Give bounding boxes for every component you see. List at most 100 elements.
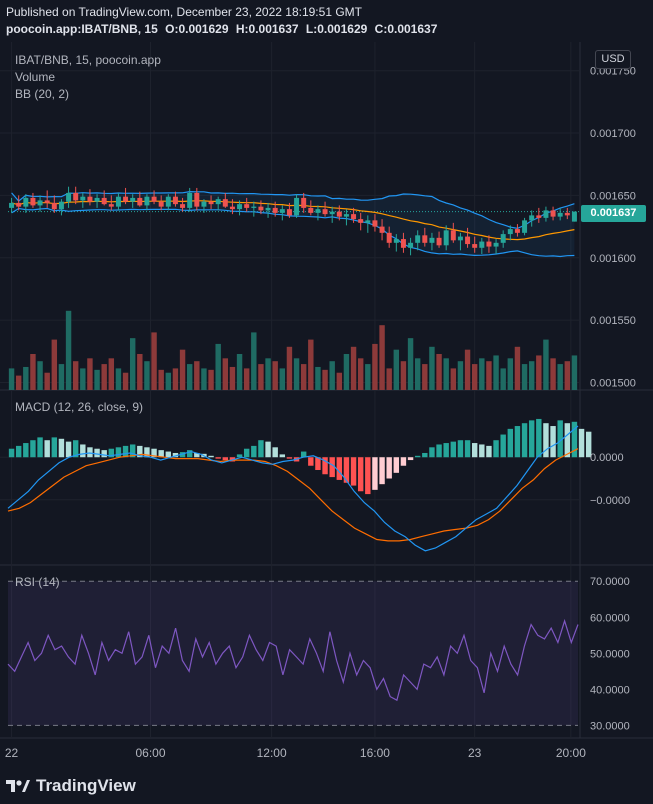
candle-body bbox=[322, 209, 328, 215]
macd-histogram-bar bbox=[101, 450, 107, 458]
macd-histogram-bar bbox=[557, 420, 563, 458]
volume-bar bbox=[479, 358, 485, 390]
candle-body bbox=[187, 192, 193, 208]
macd-histogram-bar bbox=[457, 440, 464, 458]
macd-histogram-bar bbox=[286, 457, 293, 459]
rsi-tick-label: 60.0000 bbox=[590, 612, 630, 624]
candle bbox=[158, 195, 164, 211]
volume-bar bbox=[471, 364, 478, 390]
macd-histogram-bar bbox=[414, 455, 421, 458]
last-price-label: 0.001637 bbox=[581, 205, 646, 222]
candle-body bbox=[329, 211, 335, 215]
candle-body bbox=[408, 242, 414, 248]
macd-histogram-bar bbox=[222, 457, 229, 461]
macd-histogram-bar bbox=[8, 448, 15, 458]
bb-legend[interactable]: BB (20, 2) bbox=[15, 87, 70, 101]
candle-body bbox=[557, 212, 563, 217]
volume-bar bbox=[122, 372, 129, 390]
macd-legend[interactable]: MACD (12, 26, close, 9) bbox=[15, 400, 144, 414]
candle-body bbox=[507, 229, 513, 235]
candle bbox=[443, 225, 449, 251]
candle bbox=[429, 232, 435, 251]
candle-body bbox=[244, 204, 250, 208]
candle-body bbox=[486, 241, 492, 247]
candle-body bbox=[30, 197, 36, 206]
candle-body bbox=[172, 196, 178, 205]
candle-body bbox=[543, 210, 549, 218]
macd-histogram-bar bbox=[386, 457, 392, 479]
candle-body bbox=[500, 234, 506, 243]
candle-body bbox=[9, 202, 15, 208]
macd-histogram-bar bbox=[329, 457, 335, 478]
macd-histogram-bar bbox=[108, 448, 115, 458]
rsi-tick-label: 40.0000 bbox=[590, 684, 630, 696]
macd-histogram-bar bbox=[194, 452, 200, 458]
candle bbox=[450, 222, 456, 243]
volume-bar bbox=[44, 372, 50, 390]
macd-histogram-bar bbox=[493, 440, 499, 458]
price-tick-label: 0.001700 bbox=[590, 128, 636, 140]
volume-bar bbox=[464, 349, 471, 390]
price-tick-label: 0.001550 bbox=[590, 315, 636, 327]
macd-histogram-bar bbox=[158, 450, 164, 458]
volume-bar bbox=[265, 358, 271, 390]
candle bbox=[379, 219, 385, 241]
volume-bar bbox=[236, 354, 243, 390]
macd-histogram-bar bbox=[137, 445, 143, 458]
time-tick-label: 23 bbox=[468, 746, 482, 760]
candle bbox=[58, 199, 64, 216]
volume-legend[interactable]: Volume bbox=[15, 70, 56, 84]
volume-bar bbox=[457, 361, 464, 390]
candle-body bbox=[400, 239, 406, 248]
macd-histogram-bar bbox=[365, 457, 371, 495]
candle bbox=[101, 190, 107, 206]
macd-histogram-bar bbox=[550, 426, 556, 458]
candle bbox=[358, 212, 364, 231]
macd-histogram-bar bbox=[322, 457, 328, 475]
currency-button[interactable]: USD bbox=[595, 50, 631, 69]
main-chart-title: IBAT/BNB, 15, poocoin.app bbox=[15, 53, 161, 67]
candle-body bbox=[101, 197, 107, 205]
macd-histogram-bar bbox=[144, 447, 150, 458]
macd-histogram-bar bbox=[528, 420, 535, 458]
volume-bar bbox=[279, 368, 286, 390]
candle-body bbox=[443, 230, 449, 246]
candle-body bbox=[550, 210, 556, 217]
candle bbox=[187, 187, 193, 212]
volume-bar bbox=[215, 343, 221, 390]
candle-body bbox=[429, 237, 435, 243]
candle bbox=[130, 194, 136, 208]
volume-bar bbox=[151, 332, 157, 390]
candle-body bbox=[301, 197, 307, 208]
candle-body bbox=[151, 196, 157, 202]
candle-body bbox=[16, 202, 22, 207]
volume-bar bbox=[108, 358, 115, 390]
macd-histogram-bar bbox=[115, 447, 122, 458]
candle bbox=[165, 194, 171, 211]
volume-bar bbox=[272, 361, 278, 390]
macd-panel bbox=[7, 418, 592, 552]
macd-histogram-bar bbox=[15, 445, 22, 458]
volume-bar bbox=[51, 339, 58, 390]
candlesticks[interactable] bbox=[9, 186, 577, 256]
candle-body bbox=[144, 196, 150, 206]
volume-bar bbox=[172, 368, 179, 390]
macd-histogram-bar bbox=[400, 457, 407, 466]
candle-body bbox=[158, 201, 164, 207]
volume-bar bbox=[564, 361, 571, 390]
price-tick-label: 0.001500 bbox=[590, 378, 636, 390]
volume-bar bbox=[58, 364, 65, 390]
tradingview-logo[interactable]: TradingView bbox=[6, 773, 136, 799]
rsi-legend[interactable]: RSI (14) bbox=[15, 575, 60, 589]
volume-bar bbox=[23, 366, 29, 390]
candle-body bbox=[73, 192, 79, 201]
candle-body bbox=[66, 192, 72, 202]
macd-histogram-bar bbox=[450, 441, 457, 458]
candle bbox=[80, 192, 86, 208]
candle bbox=[351, 207, 357, 223]
macd-histogram-bar bbox=[464, 440, 471, 458]
volume-bar bbox=[30, 354, 36, 390]
candle bbox=[144, 194, 150, 211]
candle bbox=[137, 191, 143, 207]
candle-body bbox=[180, 204, 186, 208]
